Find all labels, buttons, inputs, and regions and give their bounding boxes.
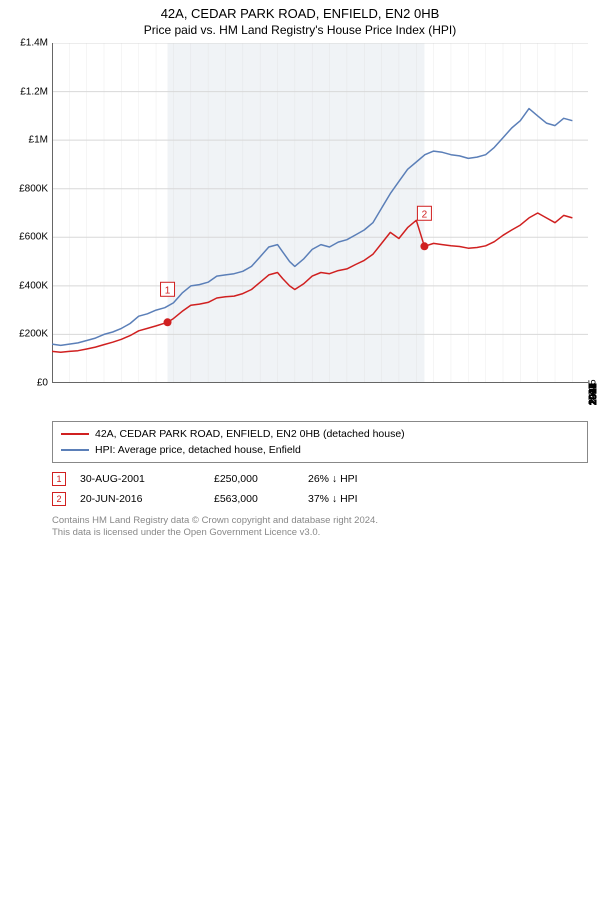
footer-attribution: Contains HM Land Registry data © Crown c… bbox=[52, 515, 588, 540]
transaction-price: £563,000 bbox=[214, 493, 294, 505]
legend-item: HPI: Average price, detached house, Enfi… bbox=[61, 442, 579, 458]
transaction-date: 20-JUN-2016 bbox=[80, 493, 200, 505]
y-tick-label: £0 bbox=[37, 378, 48, 389]
plot-area: 12 bbox=[52, 43, 590, 383]
x-tick-label: 2025 bbox=[588, 383, 599, 402]
svg-text:2: 2 bbox=[422, 209, 428, 220]
chart-container: 42A, CEDAR PARK ROAD, ENFIELD, EN2 0HB P… bbox=[0, 0, 600, 544]
legend-swatch bbox=[61, 433, 89, 435]
chart-row: £0£200K£400K£600K£800K£1M£1.2M£1.4M 12 bbox=[10, 43, 590, 383]
legend-label: HPI: Average price, detached house, Enfi… bbox=[95, 444, 301, 456]
transaction-row: 1 30-AUG-2001 £250,000 26% ↓ HPI bbox=[52, 469, 588, 489]
line-chart-svg: 12 bbox=[52, 43, 588, 383]
x-axis: 1995199619971998199920002001200220032004… bbox=[52, 383, 588, 413]
transactions-table: 1 30-AUG-2001 £250,000 26% ↓ HPI 2 20-JUN-201… bbox=[52, 469, 588, 509]
legend-swatch bbox=[61, 449, 89, 451]
y-tick-label: £1M bbox=[29, 135, 48, 146]
y-tick-label: £600K bbox=[19, 232, 48, 243]
transaction-date: 30-AUG-2001 bbox=[80, 473, 200, 485]
transaction-marker: 2 bbox=[52, 492, 66, 506]
svg-text:1: 1 bbox=[165, 285, 171, 296]
transaction-pct: 26% ↓ HPI bbox=[308, 473, 428, 485]
legend-label: 42A, CEDAR PARK ROAD, ENFIELD, EN2 0HB (… bbox=[95, 428, 405, 440]
chart-subtitle: Price paid vs. HM Land Registry's House … bbox=[10, 23, 590, 37]
y-axis: £0£200K£400K£600K£800K£1M£1.2M£1.4M bbox=[10, 43, 52, 383]
y-tick-label: £400K bbox=[19, 280, 48, 291]
transaction-price: £250,000 bbox=[214, 473, 294, 485]
y-tick-label: £200K bbox=[19, 329, 48, 340]
chart-title: 42A, CEDAR PARK ROAD, ENFIELD, EN2 0HB bbox=[10, 6, 590, 21]
y-tick-label: £800K bbox=[19, 183, 48, 194]
y-tick-label: £1.2M bbox=[20, 86, 48, 97]
transaction-row: 2 20-JUN-2016 £563,000 37% ↓ HPI bbox=[52, 489, 588, 509]
transaction-pct: 37% ↓ HPI bbox=[308, 493, 428, 505]
footer-line-1: Contains HM Land Registry data © Crown c… bbox=[52, 515, 588, 527]
legend: 42A, CEDAR PARK ROAD, ENFIELD, EN2 0HB (… bbox=[52, 421, 588, 463]
footer-line-2: This data is licensed under the Open Gov… bbox=[52, 527, 588, 539]
y-tick-label: £1.4M bbox=[20, 38, 48, 49]
transaction-marker: 1 bbox=[52, 472, 66, 486]
legend-item: 42A, CEDAR PARK ROAD, ENFIELD, EN2 0HB (… bbox=[61, 426, 579, 442]
